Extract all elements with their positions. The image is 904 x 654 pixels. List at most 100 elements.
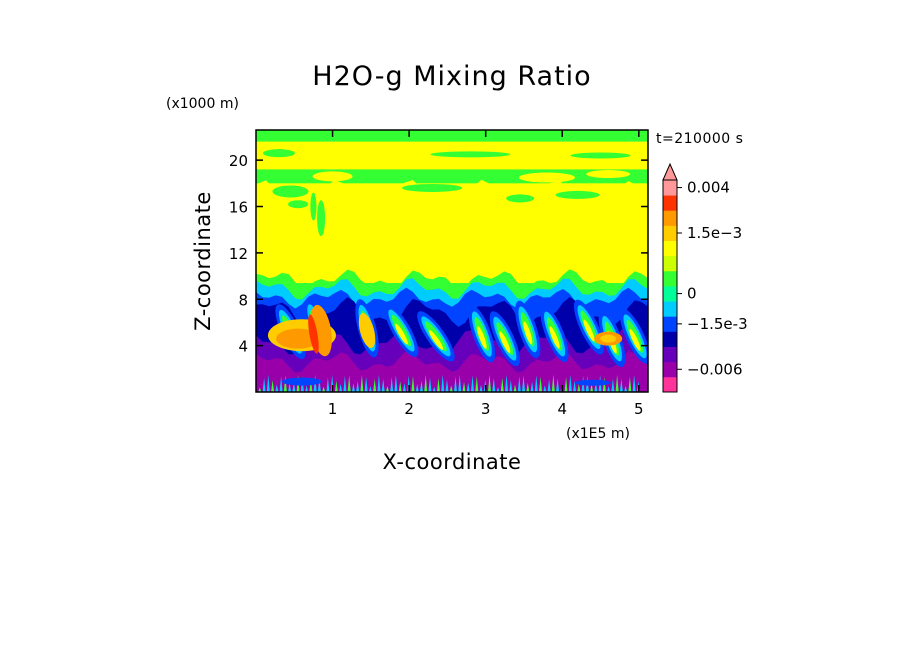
surface-spike [551, 374, 555, 392]
time-label: t=210000 s [656, 131, 743, 147]
colorbar-label: 1.5e−3 [687, 224, 742, 242]
colorbar-swatch [663, 210, 677, 226]
surface-spike [339, 383, 343, 392]
surface-spike [288, 382, 292, 392]
surface-spike [258, 387, 262, 392]
purple-layer [256, 350, 648, 392]
surface-spike [624, 385, 628, 392]
surface-spike [390, 376, 394, 392]
field-cell [570, 152, 631, 159]
surface-spike [513, 384, 517, 392]
field-cell [629, 328, 641, 351]
colorbar-label: −0.006 [687, 360, 743, 378]
surface-spike [530, 381, 534, 392]
field-cell [317, 200, 326, 237]
colorbar-label: 0.004 [687, 179, 730, 197]
x-tick-label: 4 [557, 400, 567, 418]
y-unit-label: (x1000 m) [166, 96, 239, 112]
field-cell [395, 323, 408, 345]
surface-spike [279, 376, 283, 392]
surface-spike [564, 377, 568, 392]
surface-spike [262, 377, 266, 392]
surface-spike [454, 376, 457, 392]
surface-spike [424, 374, 428, 392]
field-cell [477, 326, 487, 349]
surface-spike [466, 382, 470, 392]
x-tick-label: 2 [404, 400, 414, 418]
colorbar-label: 0 [687, 285, 697, 303]
surface-spike [500, 377, 504, 392]
surface-spike [398, 381, 402, 392]
colorbar-swatch [663, 316, 677, 332]
surface-spike [619, 378, 623, 392]
x-tick-label: 3 [481, 400, 491, 418]
surface-spike [351, 383, 355, 392]
colorbar-swatch [663, 376, 677, 393]
surface-spike [373, 378, 377, 392]
surface-spike [364, 377, 368, 392]
colorbar-swatch [663, 270, 677, 287]
surface-spike [419, 380, 423, 392]
colorbar-swatch [663, 195, 677, 211]
surface-spike [394, 374, 398, 392]
y-tick-label: 4 [238, 338, 248, 356]
field-cell [555, 190, 600, 199]
y-tick-label: 12 [229, 245, 248, 263]
colorbar-swatch [663, 331, 677, 347]
surface-spike [428, 377, 432, 392]
surface-spike [543, 385, 547, 392]
colorbar-swatch [663, 240, 677, 257]
surface-spike [326, 377, 330, 392]
y-tick-label: 8 [238, 291, 248, 309]
surface-spike [266, 374, 270, 392]
surface-spike [305, 385, 309, 392]
field-cell [586, 170, 631, 179]
colorbar-swatch [663, 225, 677, 241]
colorbar-swatch [663, 361, 677, 378]
surface-spike [381, 378, 385, 392]
field-cell [518, 172, 575, 183]
surface-spike [505, 374, 509, 392]
y-axis-title: Z-coordinate [191, 191, 215, 331]
surface-spike [385, 385, 389, 392]
surface-spike [343, 375, 347, 392]
colorbar-swatch [663, 346, 677, 363]
surface-spike [590, 383, 594, 392]
field-cell [506, 194, 535, 203]
surface-spike [449, 385, 453, 392]
surface-spike [334, 380, 338, 392]
y-tick-label: 16 [229, 199, 248, 217]
surface-spike [611, 378, 615, 392]
surface-spike [368, 386, 372, 392]
colorbar-swatch [663, 301, 677, 317]
field-cell [312, 171, 353, 182]
field-cell [281, 377, 322, 386]
surface-spike [632, 375, 636, 392]
surface-spike [488, 374, 491, 392]
field-cell [583, 319, 595, 342]
colorbar-frame [662, 179, 678, 393]
field-cell [430, 151, 511, 158]
x-axis-title: X-coordinate [383, 450, 522, 474]
y-axis: 4 8 12 16 20 [229, 152, 648, 356]
field-cell [308, 314, 319, 354]
surface-spike [402, 383, 406, 392]
surface-spike [496, 387, 500, 392]
field-cell [358, 313, 376, 349]
field-cell [288, 200, 309, 209]
colorbar-swatch [663, 255, 677, 272]
field-cell [272, 185, 309, 198]
field-cell [499, 331, 511, 354]
y-tick-label: 20 [229, 152, 248, 170]
field-cell [600, 334, 617, 343]
chart-title: H2O-g Mixing Ratio [312, 61, 591, 92]
field-cell [549, 326, 560, 349]
field-cell [574, 379, 611, 386]
x-tick-label: 5 [634, 400, 644, 418]
surface-spike [317, 378, 321, 392]
contour-field [256, 130, 648, 392]
x-unit-label: (x1E5 m) [566, 426, 630, 442]
field-cell [310, 192, 317, 221]
colorbar-swatch [663, 180, 677, 196]
